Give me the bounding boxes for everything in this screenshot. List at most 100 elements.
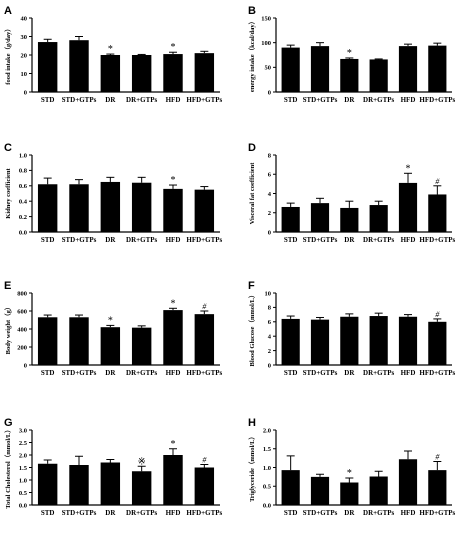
y-tick-label: 2 — [268, 348, 271, 355]
bar — [100, 462, 121, 505]
category-label: STD+GTPs — [303, 96, 338, 104]
category-label: STD+GTPs — [303, 236, 338, 244]
y-tick-label: 4 — [268, 191, 272, 198]
bar — [131, 182, 152, 232]
y-tick-label: 6 — [268, 319, 272, 326]
bar — [100, 181, 121, 232]
category-label: DR — [344, 96, 355, 104]
bar — [163, 310, 183, 365]
y-axis-label: Body weight（g） — [4, 304, 12, 355]
bar — [369, 316, 388, 365]
bar — [163, 54, 183, 92]
y-tick-label: 2.5 — [19, 440, 28, 447]
bar — [194, 189, 215, 232]
bar — [369, 476, 388, 505]
significance-mark: * — [108, 44, 113, 55]
bar — [398, 459, 418, 505]
category-label: DR+GTPs — [363, 96, 394, 104]
significance-mark: ※ — [137, 456, 145, 467]
category-label: HFD+GTPs — [419, 236, 455, 244]
category-label: HFD — [166, 96, 181, 104]
bar — [310, 319, 330, 365]
significance-mark: * — [347, 468, 352, 479]
bar — [131, 55, 152, 92]
bar — [69, 184, 89, 232]
y-tick-label: 0.6 — [19, 183, 28, 190]
panel-label: C — [4, 142, 12, 154]
significance-mark: * — [347, 48, 352, 59]
bar — [37, 317, 58, 365]
significance-mark: * — [171, 175, 176, 186]
panel-d: D 0 2 4 6 8 Visceral fat coefficient STD STD+GTP… — [248, 142, 456, 244]
category-label: DR+GTPs — [363, 369, 394, 377]
panel-e: E 0 200 400 600 800 Body weight（g） STD STD+GTPs *… — [4, 280, 223, 377]
y-axis-label: energy intake（kcal/day） — [248, 18, 256, 92]
bar — [281, 318, 300, 365]
bar — [398, 46, 418, 92]
bar — [163, 455, 183, 505]
category-label: HFD — [166, 509, 181, 517]
category-label: DR — [344, 369, 355, 377]
bar — [428, 470, 447, 505]
y-tick-label: 10 — [265, 290, 272, 297]
y-tick-label: 0.5 — [19, 490, 28, 497]
significance-mark: # — [435, 177, 440, 186]
panel-label: B — [248, 5, 256, 17]
y-tick-label: 3.0 — [19, 427, 27, 434]
bar — [69, 465, 89, 505]
bar — [281, 206, 300, 232]
category-label: HFD — [401, 96, 416, 104]
y-tick-label: 0.0 — [19, 229, 27, 236]
bar — [163, 188, 183, 232]
panel-label: F — [248, 280, 255, 292]
significance-mark: # — [435, 310, 440, 319]
bar — [281, 47, 300, 92]
y-tick-label: 800 — [17, 290, 27, 297]
bar — [398, 316, 418, 365]
panel-g: G 0.0 0.5 1.0 1.5 2.0 2.5 3.0 Total Cholesterol（… — [4, 417, 223, 517]
y-axis-label: Total Cholesterol（mmol/L） — [4, 426, 12, 509]
y-tick-label: 4 — [268, 334, 272, 341]
y-tick-label: 200 — [17, 344, 27, 351]
panel-h: H 0.0 0.5 1.0 1.5 2.0 Triglyceride（mmol/L） STD S… — [248, 417, 456, 517]
category-label: STD — [284, 96, 298, 104]
bar — [310, 203, 330, 232]
category-label: DR — [105, 96, 116, 104]
bar — [69, 40, 89, 92]
y-tick-label: 0.4 — [19, 199, 28, 206]
y-tick-label: 2 — [268, 210, 271, 217]
bar — [310, 46, 330, 92]
y-tick-label: 40 — [21, 15, 28, 22]
bar — [194, 467, 215, 505]
category-label: DR — [344, 236, 355, 244]
y-axis-label: food intake（g/day） — [4, 25, 12, 84]
bar — [194, 53, 215, 92]
bar — [340, 482, 359, 505]
bar — [281, 470, 300, 505]
panel-label: D — [248, 142, 256, 154]
bar — [369, 59, 388, 92]
category-label: STD+GTPs — [62, 509, 97, 517]
bar — [100, 55, 121, 92]
y-tick-label: 600 — [17, 308, 27, 315]
category-label: DR — [344, 509, 355, 517]
category-label: STD+GTPs — [303, 509, 338, 517]
significance-mark: * — [171, 42, 176, 53]
category-label: STD — [284, 369, 298, 377]
y-tick-label: 30 — [21, 34, 28, 41]
y-tick-label: 2.0 — [263, 427, 271, 434]
category-label: STD — [284, 236, 298, 244]
bar — [37, 463, 58, 505]
bar — [37, 184, 58, 232]
category-label: HFD+GTPs — [419, 369, 455, 377]
bar — [340, 207, 359, 232]
category-label: HFD+GTPs — [186, 96, 222, 104]
y-tick-label: 150 — [261, 15, 271, 22]
y-tick-label: 1.5 — [263, 446, 272, 453]
bar — [369, 205, 388, 232]
y-tick-label: 8 — [268, 305, 272, 312]
panel-b: B 0 50 100 150 energy intake（kcal/day） STD STD+… — [248, 5, 456, 104]
y-tick-label: 2.0 — [19, 452, 27, 459]
bar — [428, 45, 447, 92]
